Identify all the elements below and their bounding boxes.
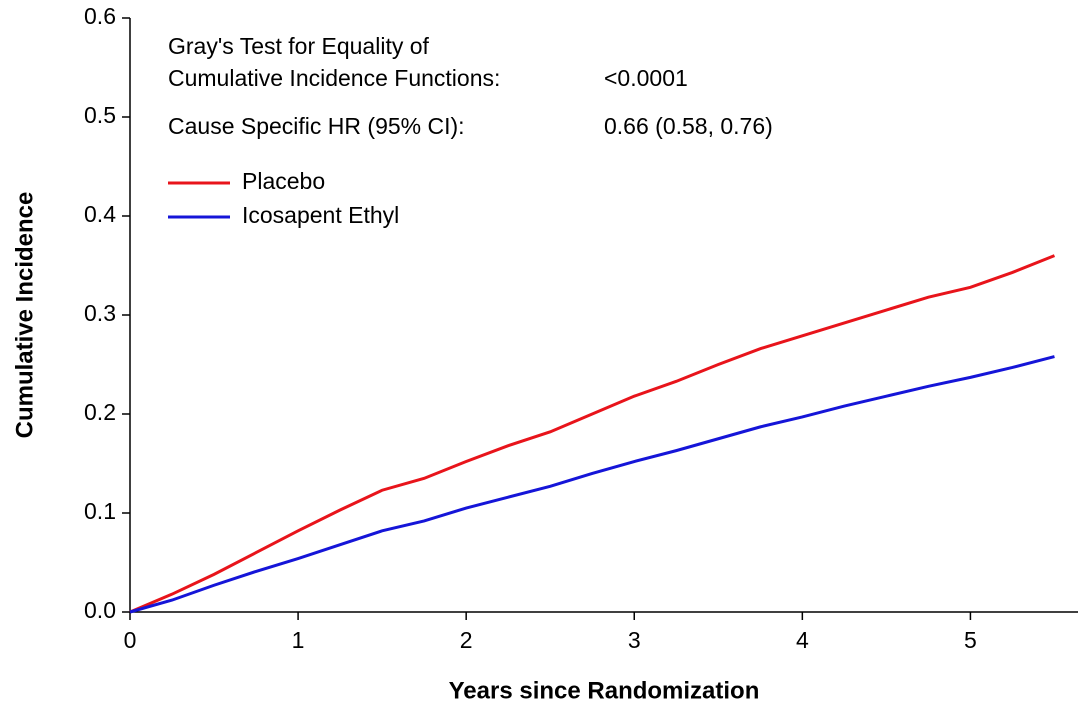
- y-tick-label: 0.0: [84, 597, 116, 623]
- y-tick-label: 0.6: [84, 3, 116, 29]
- x-tick-label: 2: [460, 627, 473, 653]
- y-tick-label: 0.3: [84, 300, 116, 326]
- annotation: Gray's Test for Equality of: [168, 33, 430, 59]
- x-tick-label: 4: [796, 627, 809, 653]
- annotation: Cause Specific HR (95% CI):: [168, 113, 465, 139]
- legend-label: Icosapent Ethyl: [242, 202, 399, 228]
- line-series: [129, 355, 1055, 614]
- y-tick-label: 0.1: [84, 498, 116, 524]
- line-series: [129, 254, 1056, 614]
- x-axis-title: Years since Randomization: [449, 677, 760, 704]
- legend-label: Placebo: [242, 168, 325, 194]
- x-tick-label: 0: [124, 627, 137, 653]
- annotation: 0.66 (0.58, 0.76): [604, 113, 773, 139]
- y-tick-label: 0.4: [84, 201, 116, 227]
- annotation: Cumulative Incidence Functions:: [168, 65, 500, 91]
- y-axis-title: Cumulative Incidence: [11, 192, 38, 439]
- annotation: <0.0001: [604, 65, 688, 91]
- x-tick-label: 5: [964, 627, 977, 653]
- y-tick-label: 0.2: [84, 399, 116, 425]
- y-tick-label: 0.5: [84, 102, 116, 128]
- x-tick-label: 1: [292, 627, 305, 653]
- x-tick-label: 3: [628, 627, 641, 653]
